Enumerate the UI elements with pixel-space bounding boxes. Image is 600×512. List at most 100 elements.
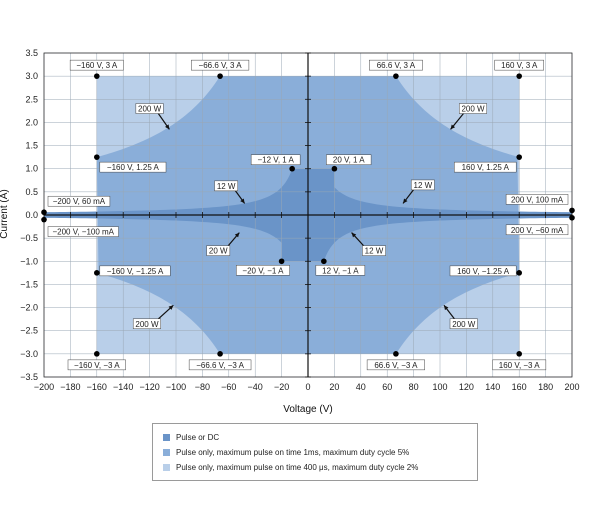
point-label: 160 V, −3 A xyxy=(499,361,541,370)
power-annotation-label: 200 W xyxy=(461,105,485,114)
x-tick-label: 40 xyxy=(356,382,366,392)
y-tick-label: 2.0 xyxy=(25,117,38,127)
data-point xyxy=(321,258,327,265)
power-annotation-label-box xyxy=(214,180,239,192)
legend-swatch xyxy=(163,463,170,471)
x-tick-label: −200 xyxy=(34,382,54,392)
data-point xyxy=(516,270,522,276)
y-tick-label: −0.5 xyxy=(20,233,38,243)
point-label-box xyxy=(236,265,290,276)
x-tick-label: 20 xyxy=(329,382,339,392)
point-label: −160 V, −3 A xyxy=(74,361,120,370)
y-tick-label: −3.5 xyxy=(20,372,38,382)
x-tick-label: −180 xyxy=(60,382,80,392)
power-annotation-label-box xyxy=(206,245,231,256)
x-tick-label: −120 xyxy=(139,382,159,392)
legend-swatch xyxy=(163,448,170,456)
data-point xyxy=(278,258,285,265)
annotation-arrow-head xyxy=(351,232,357,238)
power-annotation-label-box xyxy=(132,318,161,330)
point-label-box xyxy=(99,265,171,277)
point-label: 66.6 V, −3 A xyxy=(374,361,418,370)
data-point xyxy=(516,351,522,357)
legend: Pulse or DC Pulse only, maximum pulse on… xyxy=(152,423,478,481)
point-label: −200 V, −100 mA xyxy=(52,228,114,237)
data-point xyxy=(516,73,522,79)
point-label: 160 V, −1.25 A xyxy=(457,267,510,276)
power-annotation-label: 12 W xyxy=(217,182,236,191)
x-tick-label: −80 xyxy=(195,382,210,392)
point-label-box xyxy=(250,154,301,165)
y-tick-label: −2.5 xyxy=(20,326,38,336)
annotation-arrow-head xyxy=(168,305,174,310)
x-tick-label: 120 xyxy=(459,382,474,392)
y-tick-label: 1.5 xyxy=(25,141,38,151)
point-label: 160 V, 1.25 A xyxy=(462,163,510,172)
power-annotation-label-box xyxy=(410,179,435,191)
legend-label: Pulse only, maximum pulse on time 400 μs… xyxy=(176,462,419,472)
point-label: −160 V, −1.25 A xyxy=(107,267,164,276)
annotation-arrow-head xyxy=(165,124,170,130)
point-label-box xyxy=(494,59,544,71)
point-label: −66.6 V, −3 A xyxy=(196,361,244,370)
power-annotation-label-box xyxy=(135,103,164,114)
legend-label: Pulse only, maximum pulse on time 1ms, m… xyxy=(176,447,410,457)
y-tick-label: −2.0 xyxy=(20,303,38,313)
data-point xyxy=(94,154,100,160)
data-point xyxy=(393,351,399,357)
annotation-arrow-head xyxy=(240,198,245,204)
data-point xyxy=(41,216,47,223)
point-label-box xyxy=(191,59,250,71)
point-label: −20 V, −1 A xyxy=(242,266,284,275)
annotation-arrow-head xyxy=(450,124,456,130)
power-annotation-label: 200 W xyxy=(138,105,162,114)
point-label: −12 V, 1 A xyxy=(257,156,294,165)
point-label: 200 V, −60 mA xyxy=(511,226,564,235)
data-point xyxy=(569,207,575,214)
point-label-box xyxy=(366,359,425,371)
tick-labels: −200 −180 −160 −140 −120 −100 −80 −60 −40 −20 0 20 4… xyxy=(20,48,579,392)
legend-item: Pulse only, maximum pulse on time 400 μs… xyxy=(163,460,477,474)
x-tick-label: −160 xyxy=(87,382,107,392)
point-label-box xyxy=(47,195,111,207)
point-label: 20 V, 1 A xyxy=(333,156,365,165)
annotation-arrow-head xyxy=(234,232,240,238)
x-tick-label: 80 xyxy=(409,382,419,392)
data-point xyxy=(94,73,100,79)
point-label-box xyxy=(67,359,126,371)
point-label-box xyxy=(505,224,569,236)
y-tick-label: 0.5 xyxy=(25,187,38,197)
annotation-arrow-head xyxy=(443,305,449,311)
x-tick-label: −100 xyxy=(166,382,186,392)
point-label: −160 V, 1.25 A xyxy=(107,163,160,172)
power-annotation-label-box xyxy=(449,318,478,330)
y-tick-label: 1.0 xyxy=(25,164,38,174)
power-annotation-label-box xyxy=(362,245,386,256)
x-tick-label: 200 xyxy=(564,382,579,392)
point-label-box xyxy=(505,194,569,205)
data-point xyxy=(393,73,399,79)
x-tick-label: 100 xyxy=(432,382,447,392)
data-point xyxy=(516,154,522,160)
x-tick-label: −20 xyxy=(274,382,289,392)
point-label-box xyxy=(492,359,547,371)
y-tick-label: 2.5 xyxy=(25,94,38,104)
x-tick-label: −140 xyxy=(113,382,133,392)
point-label: 66.6 V, 3 A xyxy=(377,61,416,70)
legend-item: Pulse only, maximum pulse on time 1ms, m… xyxy=(163,445,477,459)
data-point xyxy=(94,270,100,276)
legend-label: Pulse or DC xyxy=(176,432,220,442)
point-label-box xyxy=(315,265,366,276)
data-point xyxy=(217,351,223,357)
y-tick-label: −1.5 xyxy=(20,279,38,289)
point-label: 160 V, 3 A xyxy=(501,61,538,70)
legend-swatch xyxy=(163,433,170,441)
point-label-box xyxy=(369,59,423,71)
x-axis-label: Voltage (V) xyxy=(283,404,332,415)
power-annotation-label: 20 W xyxy=(209,247,228,256)
point-label: −66.6 V, 3 A xyxy=(199,61,243,70)
point-label: −160 V, 3 A xyxy=(76,61,118,70)
x-tick-label: 60 xyxy=(382,382,392,392)
point-label: 12 V, −1 A xyxy=(322,266,359,275)
power-annotation-label: 200 W xyxy=(135,320,159,329)
